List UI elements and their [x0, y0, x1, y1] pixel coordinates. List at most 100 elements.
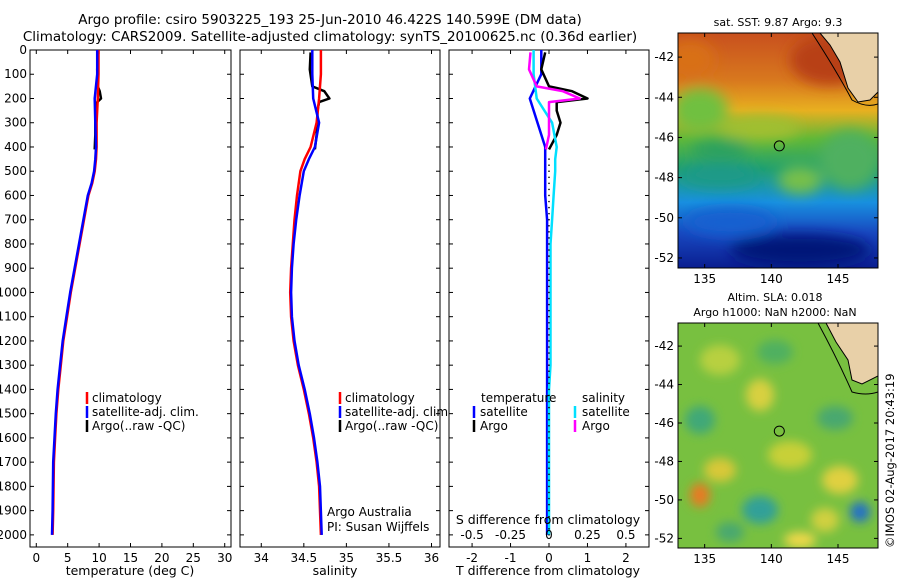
map-latitude-label: -50 [654, 211, 674, 225]
zero-dot [548, 388, 550, 391]
x-tick-label: 36 [424, 551, 439, 565]
zero-dot [548, 309, 550, 312]
map-longitude-label: 145 [827, 272, 850, 286]
s-diff-tick-label: -0.25 [495, 528, 526, 542]
depth-tick-label: 800 [4, 237, 27, 251]
salinity-x-label: salinity [313, 563, 358, 578]
zero-dot [548, 376, 550, 379]
salinity-panel: 34 34.5 35 35.5 36 salinity climatology sate… [239, 49, 452, 578]
zero-dot [548, 406, 550, 409]
zero-dot [548, 249, 550, 251]
depth-tick-label: 300 [4, 116, 27, 130]
zero-dot [548, 370, 550, 373]
zero-dot [548, 491, 550, 494]
temperature-plot-frame [29, 49, 232, 548]
legend-label-t-satellite: satellite [480, 405, 528, 419]
zero-dot [548, 291, 550, 294]
sla-map-subtitle: Argo h1000: NaN h2000: NaN [693, 306, 856, 319]
sla-map-panel: Altim. SLA: 0.018 Argo h1000: NaN h2000:… [654, 291, 879, 566]
zero-dot [548, 515, 550, 518]
salinity-plot-frame [239, 49, 441, 548]
depth-tick-label: 1900 [0, 504, 27, 518]
legend-header-temperature: temperature [481, 391, 556, 405]
zero-dot [548, 315, 550, 318]
pi-label: PI: Susan Wijffels [327, 520, 429, 534]
salinity-legend: climatology satellite-adj. clim. Argo(..… [338, 391, 452, 433]
zero-dot [548, 412, 550, 415]
zero-dot [548, 400, 550, 403]
zero-dot [548, 467, 550, 470]
argo-position-marker [773, 425, 785, 437]
series-line-satellite [528, 50, 549, 535]
zero-dot [548, 164, 550, 166]
zero-dot [548, 200, 550, 203]
x-tick-label: 20 [154, 551, 169, 565]
zero-dot [548, 449, 550, 451]
zero-dot [548, 509, 550, 512]
zero-dot [548, 473, 550, 476]
map-longitude-label: 140 [760, 552, 783, 566]
depth-tick-label: 100 [4, 67, 27, 81]
copyright-stamp: ©IMOS 02-Aug-2017 20:43:19 [883, 373, 897, 548]
zero-dot [548, 273, 550, 276]
tasmania-landmass [819, 33, 878, 103]
map-latitude-label: -52 [654, 531, 674, 545]
map-longitude-label: 145 [827, 552, 850, 566]
zero-dot [548, 461, 550, 463]
legend-label-s-argo: Argo [582, 419, 610, 433]
zero-dot [548, 224, 550, 227]
depth-tick-label: 1600 [0, 431, 27, 445]
s-diff-tick-label: 0.25 [574, 528, 601, 542]
map-longitude-label: 135 [693, 552, 716, 566]
zero-dot [548, 303, 550, 306]
zero-dot [548, 321, 550, 324]
temperature-series [50, 50, 103, 535]
map-latitude-label: -44 [654, 378, 674, 392]
temperature-x-axis: 0 5 10 15 20 25 30 [32, 50, 232, 565]
map-longitude-label: 140 [760, 272, 783, 286]
difference-x-axis: -2 -1 0 1 2 [466, 50, 630, 565]
zero-dot [548, 364, 550, 366]
depth-tick-label: 1100 [0, 310, 27, 324]
depth-tick-label: 2000 [0, 528, 27, 542]
map-latitude-label: -42 [654, 339, 674, 353]
map-longitude-label: 135 [693, 272, 716, 286]
map-latitude-label: -48 [654, 171, 674, 185]
zero-dot [548, 261, 550, 263]
sla-map-axes: 135 140 145 -42 -44 -46 -48 -50 -52 [654, 323, 878, 566]
temperature-legend: climatology satellite-adj. clim. Argo(..… [85, 391, 199, 433]
zero-dot [548, 194, 550, 197]
zero-dot [548, 334, 550, 336]
zero-dot [548, 424, 550, 427]
zero-dot [548, 352, 550, 354]
x-tick-label: 5 [64, 551, 72, 565]
sla-heatmap [678, 322, 878, 548]
salinity-y-ticks [240, 49, 440, 536]
zero-dot [548, 243, 550, 245]
zero-dot [548, 297, 550, 300]
zero-dot [548, 485, 550, 488]
depth-tick-label: 1800 [0, 479, 27, 493]
zero-dot [548, 479, 550, 482]
difference-panel: -2 -1 0 1 2 T difference from climatology S … [448, 49, 650, 578]
map-latitude-label: -52 [654, 251, 674, 265]
zero-dot [548, 437, 550, 439]
legend-label-s-satellite: satellite [582, 405, 630, 419]
depth-axis: 0 100 200 300 400 500 600 700 800 900 1000 1100 1200… [0, 43, 231, 542]
series-line-satellite-adj-clim- [289, 50, 323, 535]
x-tick-label: 35 [339, 551, 354, 565]
legend-label-argo: Argo(..raw -QC) [92, 419, 185, 433]
zero-dot [548, 418, 550, 421]
zero-dot [548, 212, 550, 215]
zero-dot [548, 279, 550, 282]
salinity-x-axis: 34 34.5 35 35.5 36 [254, 50, 439, 565]
map-latitude-label: -42 [654, 50, 674, 64]
zero-dot [548, 170, 550, 173]
zero-dot [548, 503, 550, 506]
depth-tick-label: 200 [4, 91, 27, 105]
x-tick-label: 34.5 [290, 551, 317, 565]
zero-dot [548, 231, 550, 233]
sst-map-frame [677, 32, 879, 269]
sst-heatmap [678, 33, 878, 268]
